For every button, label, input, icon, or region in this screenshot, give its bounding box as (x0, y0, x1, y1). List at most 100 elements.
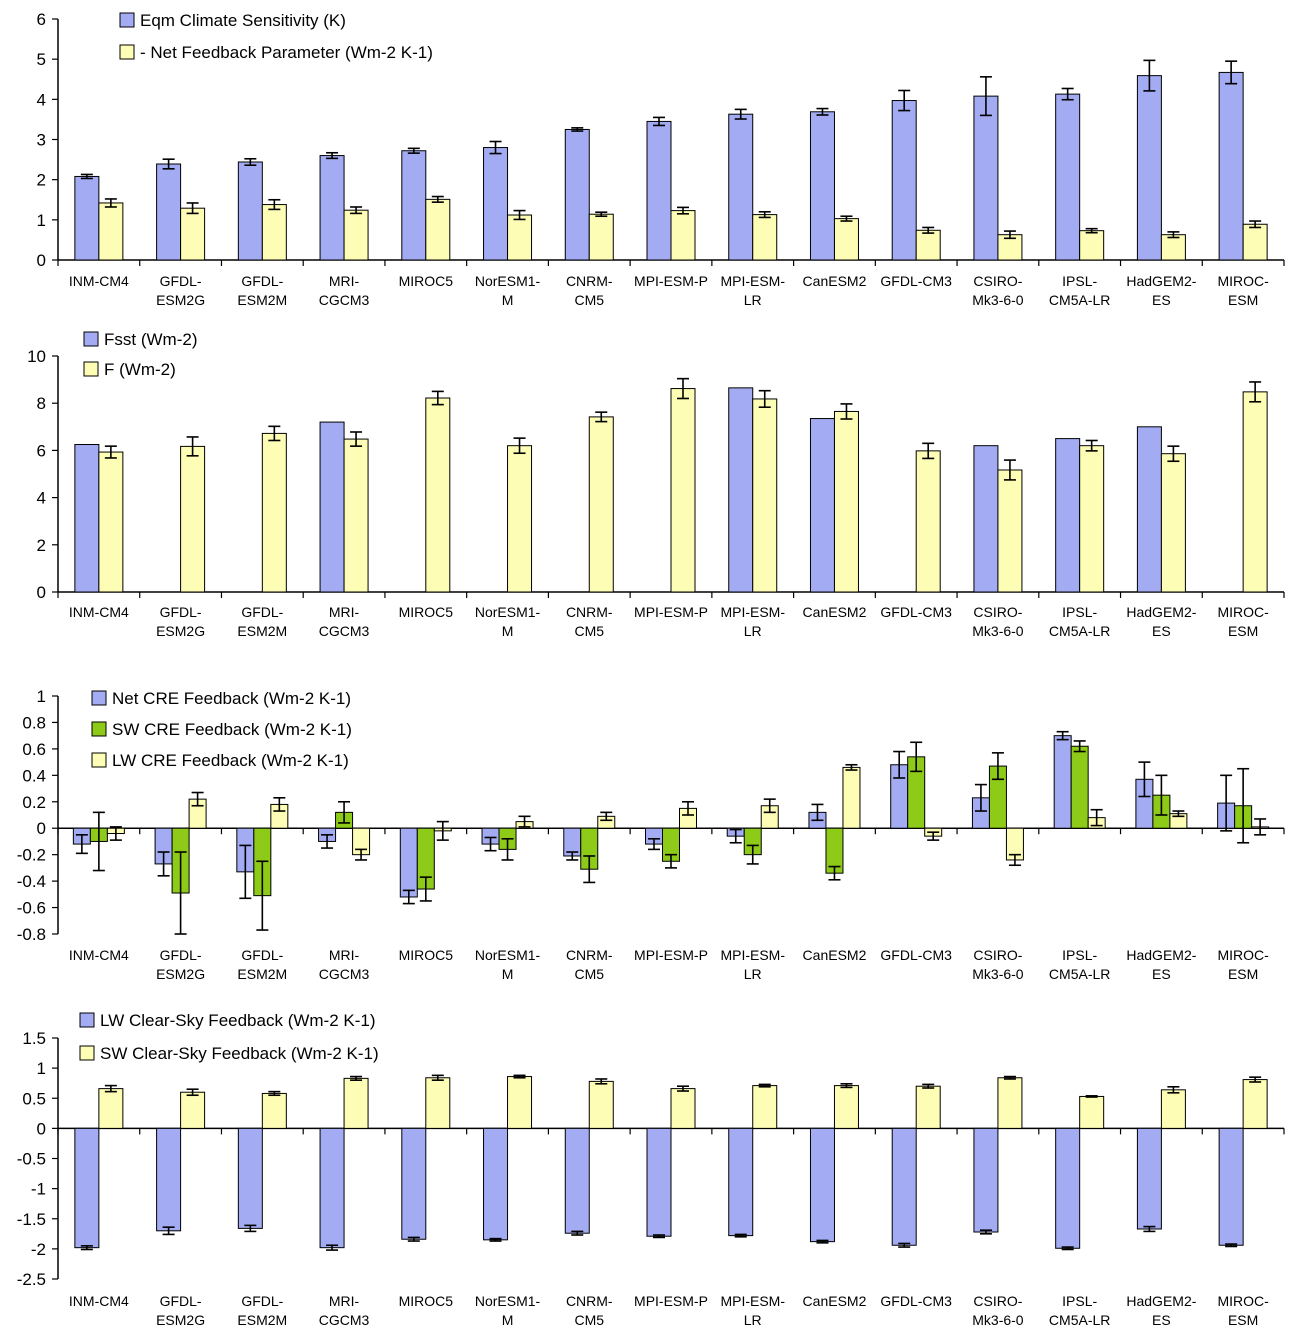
x-tick-label: CanESM2 (803, 947, 867, 963)
bar-lw-clear-sky-feedback-wm-2-k-1 (156, 1127, 182, 1232)
x-tick-label: CanESM2 (803, 604, 867, 620)
bar-net-feedback-parameter-wm-2-k-1 (343, 209, 369, 261)
x-tick-label: GFDL- (160, 947, 202, 963)
bar-sw-clear-sky-feedback-wm-2-k-1 (180, 1091, 206, 1129)
y-tick-label: 1.5 (22, 1029, 46, 1048)
x-tick-label: NorESM1- (475, 947, 541, 963)
x-tick-label: NorESM1- (475, 604, 541, 620)
x-tick-label: M (502, 966, 514, 982)
x-tick-label: ESM (1228, 623, 1258, 639)
bar-f-wm-2 (507, 445, 533, 593)
x-tick-label: CGCM3 (319, 966, 370, 982)
bar-f-wm-2 (915, 450, 941, 593)
bar-f-wm-2 (343, 438, 369, 593)
chart-2: 0 2 4 6 8 10 INM-CM4 GFDL- ESM2G GFDL- ESM2M MRI- CG… (27, 330, 1285, 639)
x-tick-label: MRI- (329, 273, 360, 289)
bar-f-wm-2 (180, 445, 206, 593)
bar-sw-clear-sky-feedback-wm-2-k-1 (261, 1092, 287, 1129)
x-tick-label: MRI- (329, 604, 360, 620)
legend-swatch (91, 752, 107, 768)
x-tick-label: GFDL- (241, 273, 283, 289)
bar-eqm-climate-sensitivity-k (646, 120, 672, 261)
x-tick-label: CM5A-LR (1049, 292, 1110, 308)
x-tick-label: CNRM- (566, 604, 613, 620)
x-tick-label: MPI-ESM- (720, 273, 785, 289)
bar-eqm-climate-sensitivity-k (156, 163, 182, 261)
bar-net-feedback-parameter-wm-2-k-1 (1160, 234, 1186, 261)
bar-lw-clear-sky-feedback-wm-2-k-1 (483, 1127, 509, 1241)
x-tick-label: GFDL- (160, 1293, 202, 1309)
y-tick-label: 0 (37, 819, 46, 838)
x-tick-label: CM5 (574, 1312, 604, 1328)
bar-f-wm-2 (261, 432, 287, 593)
x-tick-label: ESM2M (237, 292, 287, 308)
y-tick-label: 1 (37, 211, 46, 230)
bar-sw-clear-sky-feedback-wm-2-k-1 (507, 1076, 533, 1129)
x-tick-label: ESM (1228, 966, 1258, 982)
bar-lw-clear-sky-feedback-wm-2-k-1 (1218, 1127, 1244, 1246)
y-tick-label: 0.8 (22, 713, 46, 732)
x-tick-label: MPI-ESM- (720, 1293, 785, 1309)
y-tick-label: 4 (37, 489, 46, 508)
bar-net-cre-feedback-wm-2-k-1 (1053, 735, 1072, 829)
y-tick-label: -1.5 (17, 1210, 46, 1229)
x-tick-label: ESM2G (156, 1312, 205, 1328)
x-tick-label: M (502, 623, 514, 639)
y-tick-label: 8 (37, 394, 46, 413)
x-tick-label: GFDL- (241, 947, 283, 963)
bar-f-wm-2 (1242, 391, 1268, 593)
y-tick-label: 0.5 (22, 1089, 46, 1108)
bar-lw-clear-sky-feedback-wm-2-k-1 (564, 1127, 590, 1234)
bar-net-feedback-parameter-wm-2-k-1 (752, 214, 778, 261)
bar-lw-clear-sky-feedback-wm-2-k-1 (74, 1127, 100, 1249)
legend-label: LW CRE Feedback (Wm-2 K-1) (112, 751, 349, 770)
x-tick-label: CGCM3 (319, 292, 370, 308)
x-tick-label: MIROC- (1217, 604, 1269, 620)
x-tick-label: GFDL- (160, 604, 202, 620)
x-tick-label: CGCM3 (319, 1312, 370, 1328)
bar-sw-clear-sky-feedback-wm-2-k-1 (915, 1085, 941, 1129)
y-tick-label: -0.6 (17, 899, 46, 918)
y-tick-label: -2.5 (17, 1270, 46, 1289)
legend-label: SW Clear-Sky Feedback (Wm-2 K-1) (100, 1044, 379, 1063)
x-tick-label: LR (744, 1312, 762, 1328)
legend-swatch (119, 44, 135, 60)
x-tick-label: MIROC5 (399, 1293, 454, 1309)
y-tick-label: -0.4 (17, 872, 46, 891)
x-tick-label: ES (1152, 966, 1171, 982)
bar-net-feedback-parameter-wm-2-k-1 (1079, 230, 1105, 261)
bar-f-wm-2 (752, 398, 778, 593)
bar-lw-clear-sky-feedback-wm-2-k-1 (1055, 1127, 1081, 1249)
x-tick-label: CM5A-LR (1049, 966, 1110, 982)
x-tick-label: CSIRO- (973, 1293, 1022, 1309)
y-tick-label: 10 (27, 347, 46, 366)
bar-f-wm-2 (425, 397, 451, 593)
bar-net-feedback-parameter-wm-2-k-1 (180, 207, 206, 261)
y-tick-label: 0.4 (22, 766, 46, 785)
bar-eqm-climate-sensitivity-k (319, 155, 345, 261)
legend-swatch (91, 690, 107, 706)
y-tick-label: 1 (37, 1059, 46, 1078)
x-tick-label: CM5 (574, 623, 604, 639)
bar-net-feedback-parameter-wm-2-k-1 (425, 198, 451, 261)
x-tick-label: CSIRO- (973, 947, 1022, 963)
x-tick-label: LR (744, 966, 762, 982)
chart-3: -0.8 -0.6 -0.4 -0.2 0 0.2 0.4 0.6 0.8 1 INM-CM4 GFD… (17, 687, 1285, 982)
x-tick-label: GFDL-CM3 (880, 1293, 952, 1309)
bar-sw-cre-feedback-wm-2-k-1 (1070, 745, 1089, 829)
bar-lw-clear-sky-feedback-wm-2-k-1 (237, 1127, 263, 1229)
bar-f-wm-2 (1079, 445, 1105, 593)
y-tick-label: 0 (37, 583, 46, 602)
x-tick-label: INM-CM4 (69, 273, 129, 289)
legend-swatch (79, 1012, 95, 1028)
bar-f-wm-2 (670, 388, 696, 593)
x-tick-label: CNRM- (566, 947, 613, 963)
x-tick-label: HadGEM2- (1126, 273, 1196, 289)
bar-lw-clear-sky-feedback-wm-2-k-1 (401, 1127, 427, 1240)
x-tick-label: GFDL-CM3 (880, 604, 952, 620)
bar-lw-clear-sky-feedback-wm-2-k-1 (809, 1127, 835, 1243)
bar-net-feedback-parameter-wm-2-k-1 (261, 204, 287, 261)
bar-f-wm-2 (98, 451, 124, 593)
x-tick-label: HadGEM2- (1126, 947, 1196, 963)
